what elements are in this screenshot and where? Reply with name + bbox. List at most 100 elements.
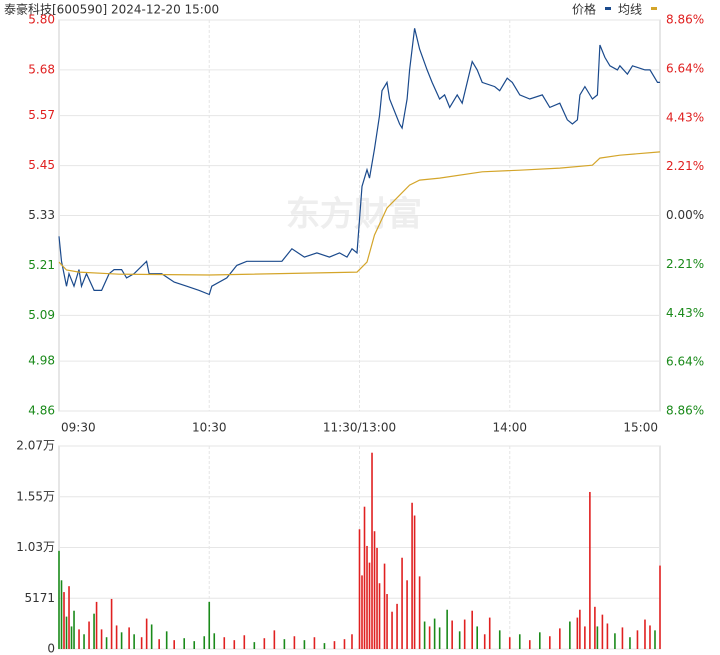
volume-bar (150, 624, 153, 649)
volume-bar (649, 625, 651, 649)
volume-bar (584, 626, 586, 649)
x-tick-label: 14:00 (492, 421, 527, 435)
volume-bar (621, 627, 624, 649)
volume-bar (636, 630, 639, 649)
volume-bar (273, 630, 276, 649)
volume-bar (363, 506, 366, 649)
volume-bar (579, 609, 581, 649)
y2-tick-label: 2.21% (666, 159, 704, 173)
volume-bar (145, 618, 148, 649)
volume-bar (428, 626, 431, 649)
volume-bar (383, 563, 386, 649)
volume-bar (351, 634, 353, 649)
volume-bar (88, 621, 90, 649)
volume-bar (483, 634, 486, 649)
volume-bar (361, 575, 363, 649)
volume-bar (140, 637, 143, 649)
y-tick-label: 2.07万 (16, 439, 55, 453)
volume-bar (438, 627, 441, 649)
volume-bar (401, 557, 403, 649)
legend-label: 均线 (618, 3, 642, 17)
y-tick-label: 1.55万 (16, 489, 55, 503)
volume-bar (133, 634, 135, 649)
volume-bar (446, 609, 448, 649)
legend-swatch (605, 7, 611, 10)
volume-bar (498, 630, 501, 649)
volume-bar (63, 592, 65, 649)
y-tick-label: 4.98 (28, 354, 55, 368)
volume-bar (165, 631, 168, 649)
volume-bar (293, 636, 296, 649)
y-tick-label: 5.09 (28, 308, 55, 322)
volume-bar (463, 619, 466, 649)
volume-bar (659, 565, 661, 649)
volume-bar (158, 639, 160, 649)
volume-bar (601, 614, 604, 649)
volume-bar (373, 531, 376, 649)
y2-tick-label: 4.43% (666, 306, 704, 320)
volume-bar (323, 643, 326, 649)
volume-bar (518, 634, 521, 649)
volume-bar (115, 625, 118, 649)
x-tick-label: 10:30 (192, 421, 227, 435)
volume-bar (100, 629, 103, 649)
volume-bar (65, 616, 68, 649)
volume-bar (654, 630, 656, 649)
volume-bar (203, 636, 206, 649)
volume-bar (303, 640, 306, 649)
volume-bar (120, 632, 123, 649)
legend-swatch (651, 7, 657, 10)
volume-bar (343, 639, 346, 649)
volume-bar (606, 623, 609, 649)
volume-bar (263, 638, 266, 649)
volume-bar (589, 491, 591, 649)
y2-tick-label: 6.64% (666, 61, 704, 75)
price-line (58, 28, 660, 296)
volume-bar (83, 634, 85, 649)
y-tick-label: 5.80 (28, 13, 55, 27)
volume-bar (411, 502, 413, 649)
volume-bar (476, 626, 478, 649)
y2-tick-label: 4.43% (666, 110, 704, 124)
volume-bar (549, 636, 551, 649)
volume-bar (243, 635, 246, 649)
volume-bar (378, 583, 381, 649)
volume-bar (60, 580, 63, 649)
volume-bar (391, 611, 393, 649)
y-tick-label: 5171 (24, 591, 55, 605)
volume-bar (93, 613, 95, 649)
volume-bar (376, 547, 378, 649)
y2-tick-label: 8.86% (666, 13, 704, 27)
y-tick-label: 1.03万 (16, 540, 55, 554)
volume-bar (594, 606, 596, 649)
volume-bar (413, 515, 416, 649)
volume-bar (423, 621, 426, 649)
volume-bar (70, 626, 73, 649)
y-tick-label: 5.21 (28, 258, 55, 272)
volume-bar (333, 641, 336, 649)
y-tick-label: 5.45 (28, 158, 55, 172)
volume-bar (68, 586, 70, 649)
volume-bar (95, 601, 98, 649)
volume-bar (614, 633, 616, 649)
volume-bar (223, 637, 226, 649)
volume-bar (253, 642, 256, 649)
volume-bar (629, 637, 631, 649)
volume-bar (313, 637, 316, 649)
volume-bar (73, 610, 75, 649)
volume-bar (58, 550, 60, 649)
volume-bar (471, 610, 473, 649)
y2-tick-label: 8.86% (666, 404, 704, 418)
volume-bar (371, 452, 373, 649)
y-tick-label: 5.33 (28, 208, 55, 222)
y-tick-label: 0 (47, 642, 55, 655)
volume-bar (128, 627, 130, 649)
volume-bar (539, 632, 541, 649)
volume-bar (488, 617, 491, 649)
watermark: 东方财富 (286, 195, 422, 235)
volume-bar (366, 545, 368, 649)
volume-bar (386, 594, 388, 649)
y-tick-label: 5.57 (28, 108, 55, 122)
volume-bar (418, 576, 421, 649)
